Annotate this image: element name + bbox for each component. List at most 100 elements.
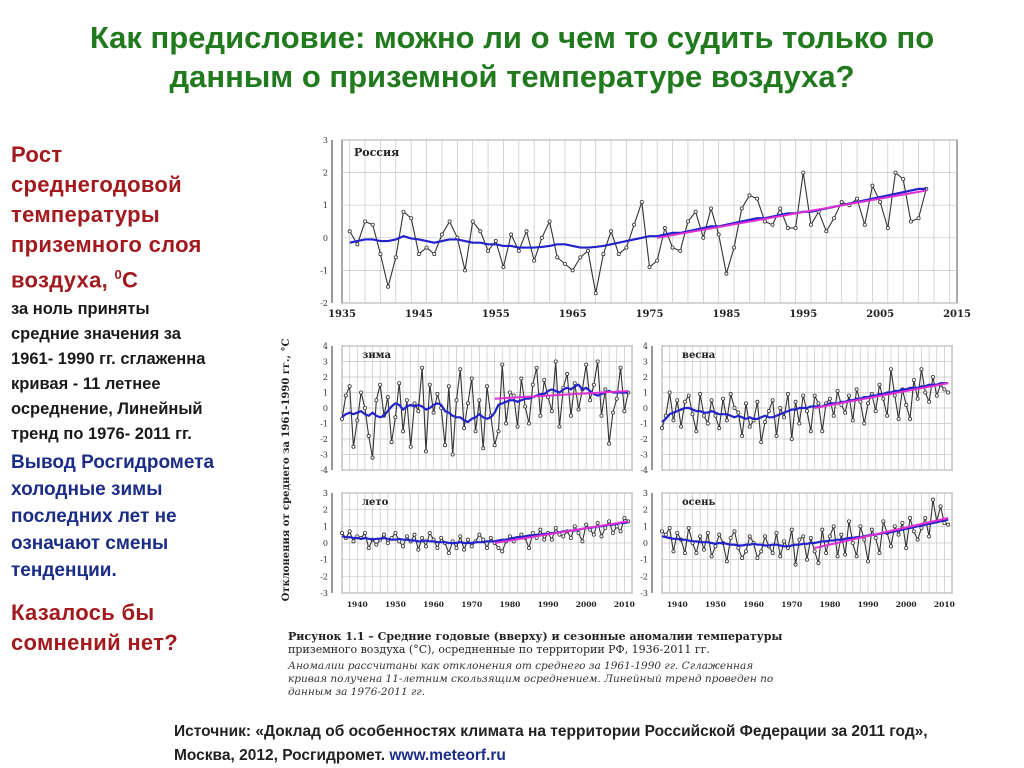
data-point [477, 398, 482, 403]
data-point [401, 209, 406, 214]
data-point [553, 359, 558, 364]
data-point [846, 519, 851, 524]
data-point [831, 524, 836, 529]
caption-line-4: кривая получена 11-летним скользящим оср… [288, 673, 773, 685]
data-point [662, 226, 667, 231]
data-point [755, 196, 760, 201]
y-tick-label: -1 [640, 556, 648, 565]
figure-y-axis-label: Отклонения от среднего за 1961-1990 гг.,… [281, 339, 292, 602]
data-point [785, 392, 790, 397]
data-point [682, 399, 687, 404]
y-tick-label: 2 [323, 506, 328, 515]
conclusion-line: холодные зимы [11, 479, 163, 501]
data-point [896, 532, 901, 537]
data-point [778, 206, 783, 211]
y-tick-label: 0 [323, 234, 328, 243]
source-line-1: Источник: «Доклад об особенностях климат… [174, 723, 928, 740]
data-point [682, 551, 687, 556]
y-tick-label: -4 [320, 466, 328, 475]
y-tick-label: 3 [643, 489, 648, 498]
data-point [500, 549, 505, 554]
data-point [770, 222, 775, 227]
data-point [507, 534, 512, 539]
x-tick-label: 1960 [743, 600, 764, 609]
data-point [397, 539, 402, 544]
y-tick-label: -3 [320, 451, 328, 460]
data-point [870, 183, 875, 188]
data-point [584, 362, 589, 367]
source-link[interactable]: www.meteorf.ru [389, 747, 506, 764]
data-point [797, 421, 802, 426]
data-point [801, 534, 806, 539]
data-point [824, 551, 829, 556]
data-point [789, 436, 794, 441]
data-point [477, 532, 482, 537]
smoothed-line [661, 518, 949, 548]
y-tick-label: -1 [320, 420, 328, 429]
x-tick-label: 2010 [614, 600, 635, 609]
data-point [599, 413, 604, 418]
source-text: Москва, 2012, Росгидромет. [174, 747, 390, 764]
data-point [416, 252, 421, 257]
y-tick-label: 3 [323, 358, 328, 367]
data-point [446, 551, 451, 556]
data-point [493, 239, 498, 244]
data-point [724, 418, 729, 423]
data-point [530, 531, 535, 536]
data-point [869, 527, 874, 532]
data-point [743, 549, 748, 554]
data-point [763, 534, 768, 539]
data-point [728, 536, 733, 541]
data-point [500, 362, 505, 367]
data-point [873, 536, 878, 541]
data-point [570, 268, 575, 273]
data-point [908, 516, 913, 521]
data-point [820, 527, 825, 532]
y-tick-label: -2 [640, 572, 648, 581]
data-point [454, 398, 459, 403]
raw-series-line [341, 517, 629, 555]
data-point [355, 242, 360, 247]
data-point [458, 367, 463, 372]
data-point [401, 544, 406, 549]
data-point [896, 416, 901, 421]
data-point [835, 554, 840, 559]
data-point [549, 409, 554, 414]
data-point [832, 216, 837, 221]
y-tick-label: 4 [323, 342, 328, 351]
data-point [820, 429, 825, 434]
data-point [663, 532, 668, 537]
note-line: средние значения за [11, 325, 181, 344]
data-point [736, 410, 741, 415]
data-point [698, 534, 703, 539]
data-point [831, 413, 836, 418]
data-point [454, 546, 459, 551]
caption-line-5: данным за 1976-2011 гг. [288, 686, 425, 698]
data-point [595, 521, 600, 526]
chart-panel-3: -3 -2 -1 0 1 2 3 1940 1950 1960 1970 1980 1990 2000 20… [320, 489, 635, 609]
data-point [412, 401, 417, 406]
y-tick-label: 1 [643, 389, 648, 398]
data-point [881, 519, 886, 524]
data-point [843, 410, 848, 415]
data-point [701, 547, 706, 552]
data-point [743, 401, 748, 406]
y-tick-label: -1 [320, 266, 328, 275]
data-point [355, 418, 360, 423]
data-point [610, 410, 615, 415]
raw-series-line [349, 171, 927, 294]
x-tick-label: 2005 [866, 309, 894, 320]
data-point [774, 531, 779, 536]
data-point [622, 409, 627, 414]
y-tick-label: -1 [320, 556, 328, 565]
data-point [607, 441, 612, 446]
x-tick-label: 1975 [636, 309, 664, 320]
data-point [547, 219, 552, 224]
data-point [808, 429, 813, 434]
data-point [678, 248, 683, 253]
data-point [877, 551, 882, 556]
data-point [647, 265, 652, 270]
heading-line: температуры [11, 202, 160, 227]
data-point [694, 429, 699, 434]
